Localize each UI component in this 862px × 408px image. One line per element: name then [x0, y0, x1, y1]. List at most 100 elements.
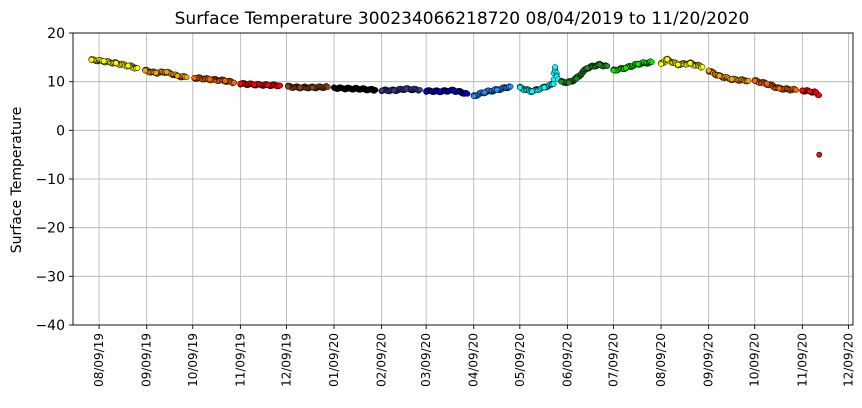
data-point	[649, 59, 655, 66]
data-point	[584, 65, 591, 71]
outlier-point	[816, 151, 823, 158]
data-point	[816, 92, 823, 99]
x-tick-label: 01/09/20	[327, 333, 341, 387]
y-tick-label: −20	[35, 221, 65, 237]
data-point	[163, 69, 170, 75]
data-point	[751, 77, 758, 84]
x-tick-label: 12/09/20	[841, 333, 855, 387]
data-point	[331, 85, 337, 91]
data-point	[153, 70, 159, 76]
x-tick-label: 09/09/19	[140, 333, 154, 387]
x-tick-label: 08/09/19	[92, 333, 106, 387]
data-point	[550, 81, 557, 87]
x-tick-label: 02/09/20	[375, 333, 389, 387]
data-point	[716, 72, 723, 79]
data-point	[799, 87, 806, 94]
data-point	[183, 74, 190, 81]
y-tick-label: 0	[56, 123, 65, 139]
data-point	[481, 89, 488, 96]
data-point	[325, 84, 331, 90]
series-segment-6	[378, 85, 423, 95]
data-point	[464, 90, 471, 97]
data-point	[541, 84, 548, 91]
data-point	[142, 67, 149, 74]
data-point	[699, 64, 706, 70]
series-segment-8	[470, 83, 514, 100]
x-tick-label: 09/09/20	[702, 333, 716, 387]
data-point	[423, 88, 429, 94]
data-point	[100, 58, 107, 65]
data-point	[134, 65, 141, 71]
y-axis: −40 −30 −20 −10 0 10 20	[35, 26, 73, 334]
series-segment-9	[516, 64, 562, 96]
data-point	[675, 61, 681, 68]
y-tick-label: 10	[47, 75, 65, 91]
series-segment-1	[142, 66, 190, 81]
series-segment-5	[331, 84, 379, 94]
data-point	[378, 87, 385, 94]
x-tick-label: 12/09/19	[279, 333, 293, 387]
data-point	[277, 82, 284, 89]
chart-title: Surface Temperature 300234066218720 08/0…	[175, 9, 750, 29]
x-tick-label: 11/09/20	[795, 333, 809, 387]
data-point	[417, 87, 423, 93]
data-point	[344, 85, 351, 92]
series-segment-11	[610, 58, 655, 74]
y-tick-label: −30	[35, 269, 65, 285]
data-point	[237, 80, 244, 87]
x-tick-label: 10/09/20	[748, 333, 762, 387]
x-tick-label: 08/09/20	[654, 333, 668, 387]
data-point	[493, 87, 500, 93]
x-tick-label: 11/09/19	[233, 333, 247, 387]
data-point	[658, 61, 664, 67]
series-segment-13	[705, 67, 752, 85]
data-point	[88, 56, 95, 63]
data-point	[622, 65, 629, 71]
series-segment-10	[558, 60, 611, 87]
data-point	[764, 80, 770, 87]
data-point	[358, 86, 365, 92]
y-axis-label: Surface Temperature	[9, 107, 25, 253]
series-segment-0	[88, 56, 141, 72]
data-point	[265, 82, 271, 88]
x-tick-label: 05/09/20	[513, 333, 527, 387]
data-point	[222, 77, 228, 84]
series-segment-12	[658, 55, 706, 71]
series-segment-15	[799, 87, 823, 99]
data-point	[705, 67, 712, 74]
data-point	[437, 88, 443, 95]
data-point	[174, 72, 181, 79]
data-point	[573, 75, 580, 82]
x-axis: 08/09/19 09/09/19 10/09/19 11/09/19 12/09/19…	[92, 325, 855, 387]
data-point	[552, 64, 558, 70]
data-point	[403, 86, 410, 92]
data-point	[745, 77, 752, 84]
data-point	[516, 84, 523, 91]
data-point	[558, 78, 565, 85]
data-point	[285, 83, 291, 90]
data-point	[372, 87, 379, 93]
series-segment-3	[237, 80, 284, 90]
series-segment-7	[423, 86, 471, 97]
x-tick-label: 04/09/20	[467, 333, 481, 387]
data-point	[566, 79, 572, 86]
data-point	[687, 60, 694, 67]
x-tick-label: 10/09/19	[186, 333, 200, 387]
data-point	[610, 67, 617, 74]
x-tick-label: 07/09/20	[606, 333, 620, 387]
series-segment-4	[285, 82, 331, 92]
data-point	[297, 84, 304, 91]
data-point	[113, 60, 119, 67]
data-point	[309, 84, 316, 91]
data-point	[529, 88, 535, 95]
y-tick-label: 20	[47, 26, 65, 42]
y-tick-label: −40	[35, 318, 65, 334]
data-point	[635, 61, 641, 67]
data-point	[231, 79, 238, 86]
x-tick-label: 03/09/20	[419, 333, 433, 387]
data-point	[507, 83, 514, 90]
data-point	[251, 81, 258, 88]
series-segment-2	[191, 74, 238, 87]
data-point	[191, 74, 198, 81]
data-point	[206, 76, 213, 83]
